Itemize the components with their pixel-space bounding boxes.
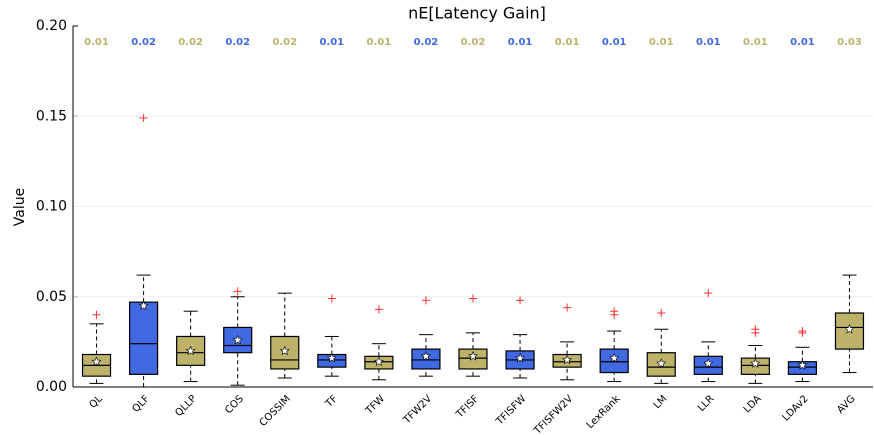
x-tick-label: QLF — [130, 393, 152, 415]
x-tick-label: QLLP — [173, 393, 198, 418]
box — [458, 348, 488, 370]
mean-marker — [232, 334, 243, 345]
outlier — [139, 114, 148, 123]
outlier — [563, 303, 572, 312]
x-tick-label: COSSIM — [258, 393, 293, 428]
outlier — [92, 310, 101, 319]
x-tick-label: LM — [652, 393, 670, 411]
mean-marker — [279, 345, 290, 356]
mean-marker — [138, 300, 149, 311]
top-label: 0.01 — [790, 37, 815, 48]
mean-marker — [562, 354, 573, 365]
mean-marker — [326, 352, 337, 363]
y-axis-label: Value — [12, 188, 28, 226]
y-tick-label: 0.20 — [36, 18, 67, 34]
outlier — [657, 308, 666, 317]
mean-marker — [703, 358, 714, 368]
outlier — [374, 305, 383, 314]
x-tick-label: LLR — [696, 393, 717, 414]
top-label: 0.01 — [508, 37, 533, 48]
x-tick-label: AVG — [835, 393, 857, 415]
box — [740, 357, 770, 375]
outlier — [751, 328, 760, 337]
x-tick-label: TFISFW2V — [532, 393, 576, 435]
top-label: 0.03 — [837, 37, 862, 48]
x-tick-label: COS — [223, 393, 246, 416]
mean-marker — [373, 356, 384, 367]
x-tick-label: TFISFW — [494, 393, 529, 428]
mean-marker — [420, 350, 431, 361]
outlier — [516, 296, 525, 305]
box — [128, 301, 159, 375]
x-tick-label: LexRank — [585, 393, 623, 431]
mean-marker — [797, 360, 808, 370]
mean-marker — [750, 358, 761, 368]
outlier — [610, 310, 619, 319]
mean-marker — [844, 323, 855, 334]
outlier — [798, 328, 807, 337]
top-label: 0.01 — [696, 37, 721, 48]
y-tick-label: 0.10 — [36, 199, 67, 215]
x-tick-label: LDA — [742, 393, 764, 415]
x-tick-label: TF — [323, 393, 340, 410]
outlier — [233, 287, 242, 296]
x-tick-label: LDAv2 — [781, 393, 811, 423]
top-label: 0.01 — [555, 37, 580, 48]
mean-marker — [609, 352, 620, 363]
outlier — [469, 294, 477, 303]
top-label: 0.01 — [649, 37, 674, 48]
mean-marker — [91, 356, 102, 367]
mean-marker — [467, 351, 479, 361]
mean-marker — [656, 358, 667, 368]
top-label: 0.02 — [461, 37, 486, 48]
top-label: 0.01 — [743, 37, 768, 48]
box — [599, 348, 629, 374]
top-label: 0.01 — [319, 37, 344, 48]
outlier — [421, 296, 430, 305]
x-tick-label: TFW — [363, 393, 387, 417]
top-label: 0.01 — [602, 37, 627, 48]
top-label: 0.02 — [178, 37, 203, 48]
mean-marker — [515, 352, 526, 363]
outlier — [704, 289, 713, 298]
top-label: 0.02 — [225, 37, 250, 48]
top-label: 0.01 — [84, 37, 109, 48]
outlier — [327, 294, 336, 303]
box — [411, 348, 441, 370]
x-tick-label: TFISF — [454, 393, 482, 421]
y-tick-label: 0.00 — [36, 379, 67, 395]
top-label: 0.02 — [414, 37, 439, 48]
top-label: 0.01 — [367, 37, 392, 48]
top-label: 0.02 — [272, 37, 297, 48]
chart-title: nE[Latency Gain] — [408, 4, 546, 23]
y-tick-label: 0.15 — [36, 108, 67, 124]
top-label: 0.02 — [131, 37, 156, 48]
y-tick-label: 0.05 — [36, 289, 67, 305]
x-tick-label: QL — [87, 393, 105, 411]
x-tick-label: TFW2V — [401, 393, 434, 426]
mean-marker — [185, 345, 196, 356]
